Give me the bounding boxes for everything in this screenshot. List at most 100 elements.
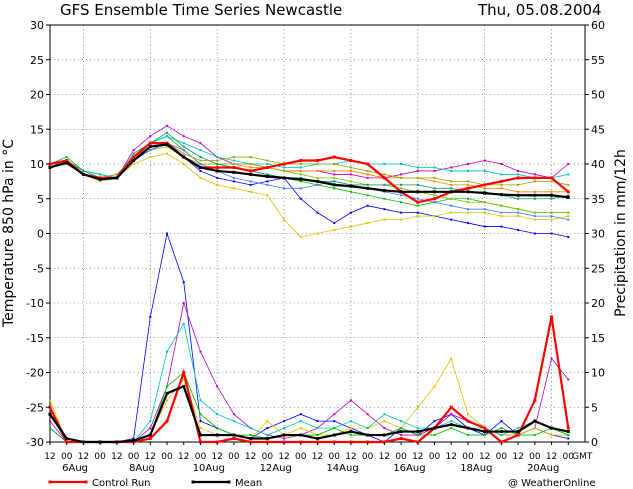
temp-point-4-9	[199, 142, 202, 145]
precip-point-2-16	[316, 420, 319, 423]
right-tick-label-10: 10	[591, 367, 605, 380]
temp-point-5-14	[283, 218, 286, 221]
temp-point-0-23	[433, 197, 437, 201]
precip-point-1-12	[249, 437, 253, 441]
temp-point-10-28	[517, 197, 520, 200]
temp-point-6-10	[216, 156, 219, 159]
right-tick-label-4: 40	[591, 158, 605, 171]
right-tick-label-3: 45	[591, 123, 605, 136]
precip-point-4-13	[266, 420, 269, 423]
precip-point-6-18	[349, 434, 352, 437]
temp-point-11-15	[299, 163, 302, 165]
precip-point-1-9	[198, 433, 202, 437]
temp-point-0-18	[349, 159, 353, 163]
x-hour-label-6: 12	[145, 452, 156, 462]
precip-point-1-31	[566, 430, 570, 434]
temp-point-3-13	[266, 180, 269, 183]
precip-point-1-1	[65, 437, 69, 441]
temp-point-9-23	[433, 201, 436, 204]
precip-point-3-0	[49, 420, 51, 423]
temp-point-6-26	[483, 169, 486, 172]
precip-point-0-25	[466, 419, 470, 423]
precip-point-5-9	[199, 399, 202, 402]
precip-point-6-23	[433, 434, 436, 437]
temp-point-10-7	[166, 131, 169, 134]
x-hour-label-29: 00	[529, 452, 541, 462]
precip-point-6-31	[567, 434, 570, 437]
temp-point-1-1	[65, 161, 69, 165]
temp-point-4-27	[500, 163, 503, 165]
precip-point-5-19	[366, 427, 369, 430]
temp-point-3-10	[216, 176, 219, 179]
temp-point-5-20	[383, 218, 386, 221]
temp-point-7-16	[316, 169, 319, 172]
temp-point-2-20	[383, 197, 386, 200]
left-axis-ticks: 30 25 20 15 10 5 0 -5 -10 -15 -20 -25 -30	[26, 19, 50, 449]
temp-point-7-15	[299, 169, 302, 172]
temp-point-0-15	[299, 159, 303, 163]
temp-point-5-16	[316, 232, 319, 235]
precip-point-6-21	[400, 427, 403, 430]
temp-point-5-26	[483, 211, 486, 214]
temp-point-0-14	[282, 162, 286, 166]
x-hour-label-19: 00	[362, 452, 374, 462]
precip-point-6-27	[500, 427, 503, 430]
right-tick-label-5: 35	[591, 193, 605, 206]
temp-point-3-24	[450, 218, 453, 221]
temp-point-9-30	[550, 215, 553, 218]
right-tick-label-6: 30	[591, 228, 605, 241]
temp-point-3-18	[349, 211, 352, 214]
temp-point-8-27	[500, 204, 503, 207]
temp-point-1-28	[516, 193, 520, 197]
temp-point-8-15	[299, 173, 302, 176]
temp-point-6-9	[199, 149, 202, 152]
legend-marker-end-0	[84, 480, 88, 484]
temp-point-8-21	[400, 187, 403, 190]
precip-line-5	[49, 322, 569, 443]
x-hour-label-5: 00	[128, 452, 140, 462]
precip-point-0-30	[550, 315, 554, 319]
temp-point-4-23	[433, 169, 436, 172]
temp-point-5-22	[416, 215, 419, 218]
temp-point-5-28	[517, 215, 520, 218]
temp-point-1-19	[366, 186, 370, 190]
precip-point-5-7	[166, 350, 169, 353]
temp-point-3-19	[366, 204, 369, 207]
temp-point-10-22	[416, 183, 419, 186]
precip-point-0-6	[148, 437, 152, 441]
x-hour-label-10: 12	[211, 452, 222, 462]
temp-line-4	[49, 125, 569, 179]
temp-point-0-31	[566, 190, 570, 194]
x-date-label-4: 14Aug	[326, 463, 358, 474]
right-tick-label-0: 60	[591, 19, 605, 32]
temp-point-10-8	[182, 145, 185, 148]
temp-point-4-28	[517, 169, 520, 172]
x-hour-label-25: 00	[462, 452, 474, 462]
precip-point-1-24	[449, 423, 453, 427]
temp-point-10-20	[383, 183, 386, 186]
chart-date: Thu, 05.08.2004	[477, 1, 602, 19]
precip-point-5-15	[299, 420, 302, 423]
temp-line-0	[49, 142, 569, 204]
x-hour-label-8: 12	[178, 452, 189, 462]
precip-point-6-10	[216, 427, 219, 430]
temp-point-4-18	[349, 173, 352, 176]
temp-point-8-24	[450, 197, 453, 200]
right-tick-label-1: 55	[591, 54, 605, 67]
precip-point-5-13	[266, 434, 269, 437]
temp-point-3-17	[333, 222, 336, 225]
temp-point-0-20	[382, 176, 386, 180]
precip-point-5-12	[249, 427, 252, 430]
left-tick-label-9: -15	[26, 332, 44, 345]
precip-point-4-8	[182, 378, 185, 381]
temp-point-0-30	[550, 176, 554, 180]
temp-point-1-26	[483, 191, 487, 195]
precip-point-1-27	[499, 430, 503, 434]
temp-point-6-25	[466, 169, 469, 172]
temp-point-11-10	[216, 159, 219, 162]
legend-label-0: Control Run	[92, 478, 151, 489]
temp-point-10-19	[366, 183, 369, 186]
temp-point-8-30	[550, 211, 553, 214]
temp-point-9-16	[316, 183, 319, 186]
temp-point-6-28	[517, 173, 520, 176]
